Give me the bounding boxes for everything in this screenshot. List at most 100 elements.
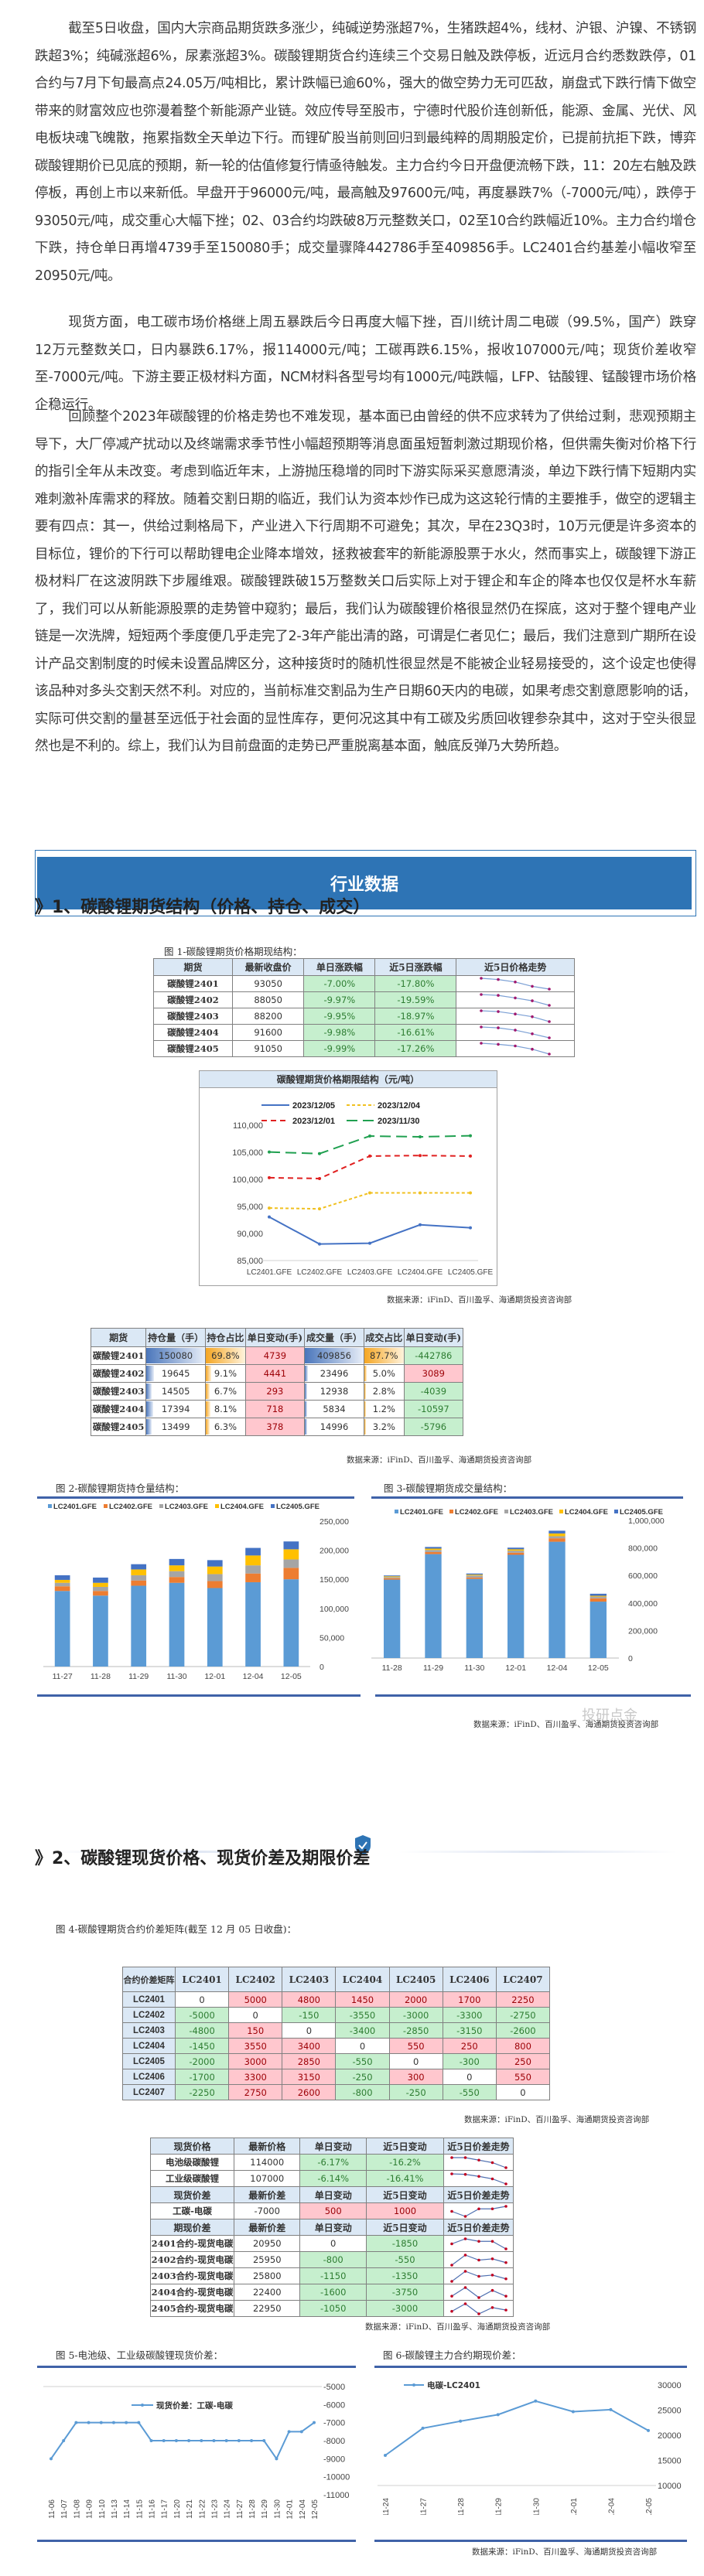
table-row: 2405合约-现货电碳 22950 -1050 -3000 — [150, 2300, 514, 2317]
sparkline — [480, 993, 551, 1007]
table-row: 碳酸锂2405 13499 6.3% 378 14996 3.2% -5796 — [90, 1418, 464, 1436]
trend-cell — [443, 2235, 514, 2252]
volume: 23496 — [304, 1364, 364, 1383]
spread-cell: 3400 — [282, 2038, 337, 2054]
trend-cell — [443, 2170, 514, 2187]
latest-value: 107000 — [233, 2170, 301, 2187]
fig3-bottom-rule — [375, 1694, 691, 1697]
five-day-change: -1850 — [365, 2235, 445, 2252]
column-header: 成交占比 — [363, 1328, 405, 1347]
item-name: 2404合约-现货电碳 — [150, 2284, 234, 2301]
item-name: 电池级碳酸锂 — [150, 2154, 234, 2171]
spread-cell: 800 — [495, 2038, 551, 2054]
table-row: LC2407 -2250 2750 2600 -800 -250 -550 0 — [122, 2084, 551, 2100]
header-row: 现货价差 最新价差 单日变动 近5日变动 近5日价差走势 — [150, 2186, 514, 2203]
svg-text:11-28: 11-28 — [382, 1663, 402, 1673]
svg-text:11-30: 11-30 — [532, 2498, 541, 2515]
sparkline — [449, 2301, 507, 2315]
svg-text:11-30: 11-30 — [166, 1672, 186, 1681]
column-header: 单日变动 — [299, 2186, 367, 2203]
oi-share: 6.7% — [205, 1382, 246, 1401]
svg-text:800,000: 800,000 — [628, 1544, 658, 1554]
open-interest: 150080 — [145, 1346, 207, 1365]
spread-cell: -550 — [335, 2053, 390, 2069]
item-name: 2405合约-现货电碳 — [150, 2300, 234, 2317]
volume-share: 1.2% — [363, 1400, 405, 1418]
svg-text:0: 0 — [320, 1663, 324, 1672]
table-row: 2404合约-现货电碳 22400 -1600 -3750 — [150, 2284, 514, 2301]
fig1-title: 图 1-碳酸锂期货价格期现结构： — [164, 946, 302, 957]
spread-cell: -2600 — [495, 2022, 551, 2039]
table-row: LC2402 -5000 0 -150 -3550 -3000 -3300 -2750 — [122, 2007, 551, 2023]
five-day-change: -1350 — [365, 2267, 445, 2284]
daily-change: -7.00% — [303, 975, 376, 992]
contract-name: 碳酸锂2404 — [152, 1024, 234, 1041]
svg-text:2023/12/01: 2023/12/01 — [292, 1117, 335, 1126]
table-row: LC2401 0 5000 4800 1450 2000 1700 2250 — [122, 1991, 551, 2008]
spread-cell: 0 — [282, 2022, 337, 2039]
svg-text:LC2405.GFE: LC2405.GFE — [448, 1268, 494, 1277]
volume-share: 87.7% — [363, 1346, 405, 1365]
item-name: 工碳-电碳 — [150, 2202, 234, 2219]
column-header: 单日变动(手) — [244, 1328, 306, 1347]
paragraph-text: 回顾整个2023年碳酸锂的价格走势也不难发现，基本面已由曾经的供不应求转为了供给… — [35, 409, 696, 754]
sparkline — [480, 1009, 551, 1023]
basis-line-chart: 10000 15000 20000 25000 30000 11-24 11-27 11-28… — [378, 2380, 682, 2515]
contract-name: 碳酸锂2405 — [152, 1040, 234, 1057]
table-row: 碳酸锂2403 14505 6.7% 293 12938 2.8% -4039 — [90, 1382, 464, 1401]
svg-text:11-29: 11-29 — [261, 2499, 269, 2519]
svg-text:LC2404.GFE: LC2404.GFE — [398, 1268, 443, 1277]
svg-text:50,000: 50,000 — [320, 1633, 344, 1643]
daily-change: -9.97% — [303, 991, 376, 1008]
column-header: LC2401 — [174, 1967, 230, 1992]
contract-name: 碳酸锂2402 — [90, 1364, 147, 1383]
spread-cell: -2250 — [174, 2084, 230, 2100]
svg-text:LC2405.GFE: LC2405.GFE — [620, 1508, 663, 1517]
header-row: 期现价差 最新价差 单日变动 近5日变动 近5日价差走势 — [150, 2219, 514, 2236]
table-row: 2401合约-现货电碳 20950 0 -1850 — [150, 2235, 514, 2252]
svg-text:LC2402.GFE: LC2402.GFE — [455, 1508, 498, 1517]
five-day-change: 1000 — [365, 2202, 445, 2219]
spread-cell: 3000 — [228, 2053, 283, 2069]
column-header: 最新价差 — [233, 2186, 301, 2203]
svg-text:12-01: 12-01 — [204, 1672, 225, 1681]
table-row: 碳酸锂2404 91600 -9.98% -16.61% — [152, 1024, 575, 1041]
svg-text:150,000: 150,000 — [320, 1575, 349, 1585]
table-row: 碳酸锂2401 93050 -7.00% -17.80% — [152, 975, 575, 992]
svg-text:LC2403.GFE: LC2403.GFE — [165, 1503, 208, 1511]
item-name: 2402合约-现货电碳 — [150, 2251, 234, 2268]
spread-cell: 0 — [335, 2038, 390, 2054]
trend-cell — [456, 1024, 575, 1041]
trend-cell — [443, 2154, 514, 2171]
svg-text:11-29: 11-29 — [128, 1672, 149, 1681]
contract-name: 碳酸锂2403 — [152, 1008, 234, 1025]
paragraph-text: 现货方面，电工碳市场价格继上周五暴跌后今日再度大幅下挫，百川统计周二电碳（99.… — [35, 315, 696, 413]
svg-text:11-17: 11-17 — [161, 2499, 169, 2519]
volume: 5834 — [304, 1400, 364, 1418]
spread-cell: 550 — [495, 2069, 551, 2085]
fig5-bottom-rule — [37, 2540, 356, 2542]
open-interest: 17394 — [145, 1400, 207, 1418]
term-chart-plot: 85,000 90,000 95,000 100,000 105,000 110,000 L… — [232, 1101, 494, 1277]
item-name: 2401合约-现货电碳 — [150, 2235, 234, 2252]
spread-cell: -300 — [442, 2053, 497, 2069]
table-row: 2402合约-现货电碳 25950 -800 -550 — [150, 2251, 514, 2268]
svg-text:LC2401.GFE: LC2401.GFE — [53, 1503, 97, 1511]
five-day-change: -3000 — [365, 2300, 445, 2317]
open-interest-bar-chart: 0 50,000 100,000 150,000 200,000 250,000 11-27… — [43, 1503, 349, 1681]
spread-cell: -3300 — [442, 2007, 497, 2023]
svg-text:12-04: 12-04 — [299, 2499, 307, 2520]
svg-text:12-04: 12-04 — [607, 2498, 616, 2515]
sparkline — [449, 2253, 507, 2267]
spread-cell: 0 — [442, 2069, 497, 2085]
svg-text:11-08: 11-08 — [73, 2499, 81, 2519]
volume: 12938 — [304, 1382, 364, 1401]
svg-text:11-30: 11-30 — [273, 2499, 282, 2519]
daily-change: -6.14% — [299, 2170, 367, 2187]
latest-value: 25950 — [233, 2251, 301, 2268]
svg-text:11-29: 11-29 — [423, 1663, 443, 1673]
spread-matrix-table: 合约价差矩阵 LC2401 LC2402 LC2403 LC2404 LC2405 LC24… — [122, 1967, 551, 2100]
column-header: 最新收盘价 — [232, 958, 305, 976]
sparkline — [449, 2204, 507, 2218]
svg-text:11-28: 11-28 — [248, 2499, 257, 2519]
